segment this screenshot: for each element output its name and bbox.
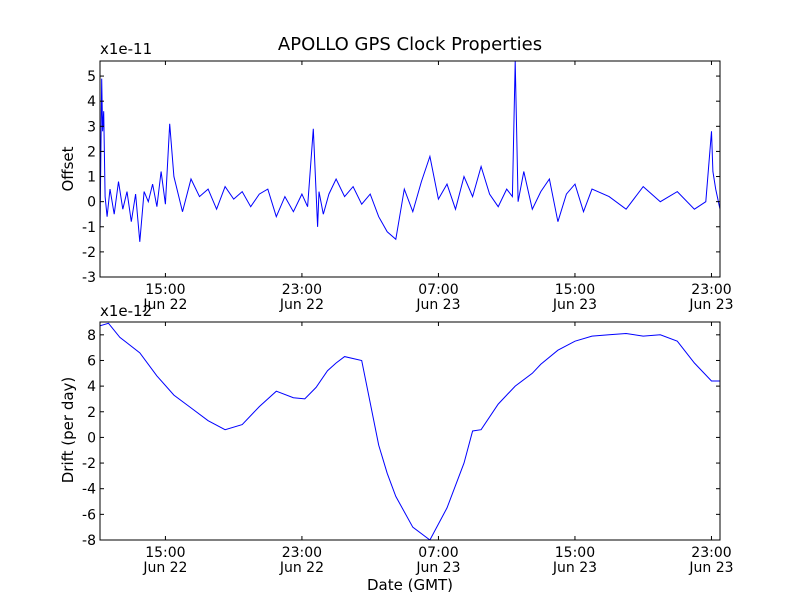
offset-y-tick-label: -1	[82, 220, 96, 236]
offset-x-tick-date-label: Jun 22	[142, 297, 187, 313]
drift-x-tick-time-label: 23:00	[282, 545, 322, 561]
drift-x-tick-time-label: 07:00	[418, 545, 458, 561]
drift-x-tick-time-label: 15:00	[145, 545, 185, 561]
drift-y-tick-label: 2	[87, 405, 96, 421]
offset-x-tick-time-label: 23:00	[282, 282, 322, 298]
drift-series-line	[100, 322, 720, 540]
offset-y-tick-label: -2	[82, 245, 96, 261]
offset-series-line	[100, 61, 720, 242]
drift-x-tick-date-label: Jun 23	[415, 560, 460, 576]
drift-x-tick-date-label: Jun 23	[688, 560, 733, 576]
offset-x-tick-time-label: 15:00	[555, 282, 595, 298]
offset-y-tick-label: 1	[87, 170, 96, 186]
drift-x-tick-time-label: 23:00	[691, 545, 731, 561]
offset-x-tick-date-label: Jun 23	[552, 297, 597, 313]
offset-y-tick-label: -3	[82, 270, 96, 286]
offset-y-tick-label: 4	[87, 94, 96, 110]
drift-x-tick-date-label: Jun 22	[142, 560, 187, 576]
offset-panel-scale-label: x1e-11	[100, 40, 152, 58]
drift-panel-scale-label: x1e-12	[100, 302, 152, 320]
x-axis-label: Date (GMT)	[367, 576, 453, 594]
offset-axes-frame	[99, 60, 721, 278]
drift-axes-frame	[99, 321, 721, 541]
drift-y-tick-label: -8	[82, 533, 96, 549]
offset-y-tick-label: 5	[87, 69, 96, 85]
offset-x-tick-time-label: 23:00	[691, 282, 731, 298]
drift-x-tick-date-label: Jun 22	[279, 560, 324, 576]
offset-x-tick-date-label: Jun 23	[415, 297, 460, 313]
drift-y-tick-label: 8	[87, 328, 96, 344]
offset-y-tick-label: 2	[87, 144, 96, 160]
drift-y-tick-label: -4	[82, 482, 96, 498]
drift-x-tick-date-label: Jun 23	[552, 560, 597, 576]
drift-y-tick-label: 6	[87, 353, 96, 369]
drift-panel-y-axis-label: Drift (per day)	[59, 377, 77, 484]
offset-panel-y-axis-label: Offset	[59, 146, 77, 191]
offset-x-tick-date-label: Jun 22	[279, 297, 324, 313]
offset-x-tick-time-label: 07:00	[418, 282, 458, 298]
offset-y-tick-label: 0	[87, 195, 96, 211]
drift-y-tick-label: 0	[87, 430, 96, 446]
drift-panel: x1e-12 Drift (per day) -8 -6 -4 -2 0 2 4 6 8 15:0…	[59, 302, 734, 576]
offset-x-tick-time-label: 15:00	[145, 282, 185, 298]
offset-x-tick-date-label: Jun 23	[688, 297, 733, 313]
drift-y-tick-label: 4	[87, 379, 96, 395]
drift-y-tick-label: -6	[82, 507, 96, 523]
offset-y-tick-label: 3	[87, 119, 96, 135]
chart-title: APOLLO GPS Clock Properties	[278, 34, 542, 55]
drift-x-tick-time-label: 15:00	[555, 545, 595, 561]
drift-y-tick-label: -2	[82, 456, 96, 472]
